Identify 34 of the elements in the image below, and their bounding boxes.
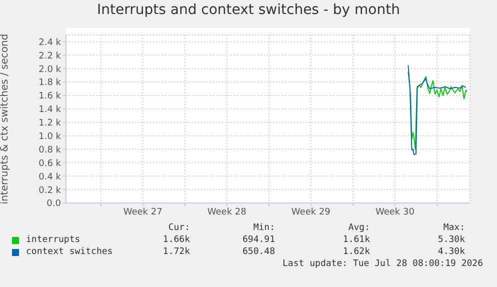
x-tick-label: Week 27 <box>123 207 162 218</box>
text: 1.72k <box>162 247 190 257</box>
text: 1.66k <box>162 235 190 245</box>
y-tick-label: 0.4 k <box>38 172 62 182</box>
text: Avg: <box>347 223 370 233</box>
text: 1.62k <box>342 247 370 257</box>
y-tick-label: 1.4 k <box>38 105 62 116</box>
text: Max: <box>442 223 465 233</box>
y-tick-label: 2.2 k <box>38 51 62 62</box>
text: 5.30k <box>436 235 465 245</box>
text: Cur: <box>167 223 190 233</box>
y-tick-label: 0.8 k <box>38 145 62 156</box>
text: 650.48 <box>241 247 275 257</box>
y-tick-label: 0.6 k <box>38 158 62 169</box>
x-tick-label: Week 29 <box>291 207 331 218</box>
y-tick-label: 2.4 k <box>38 38 62 48</box>
text: 1.61k <box>342 235 370 245</box>
y-tick-label: 1.2 k <box>38 118 62 129</box>
y-tick-label: 0.0 <box>46 199 62 210</box>
y-tick-label: 0.2 k <box>38 186 62 196</box>
text: 4.30k <box>436 247 465 257</box>
text: 694.91 <box>241 235 275 245</box>
y-tick-label: 1.0 k <box>38 132 62 142</box>
y-axis-title: interrupts & ctx switches / second <box>0 34 11 204</box>
y-tick-label: 1.8 k <box>38 78 62 88</box>
text: Min: <box>252 223 275 233</box>
chart-title: Interrupts and context switches - by month <box>96 2 401 18</box>
x-tick-label: Week 30 <box>375 207 415 218</box>
y-tick-label: 2.0 k <box>38 64 62 75</box>
y-tick-label: 1.6 k <box>38 92 62 102</box>
legend-label: interrupts <box>26 235 80 245</box>
text: Last update: Tue Jul 28 08:00:19 2026 <box>282 259 483 269</box>
x-tick-label: Week 28 <box>207 207 247 218</box>
legend-label: context switches <box>26 247 113 257</box>
